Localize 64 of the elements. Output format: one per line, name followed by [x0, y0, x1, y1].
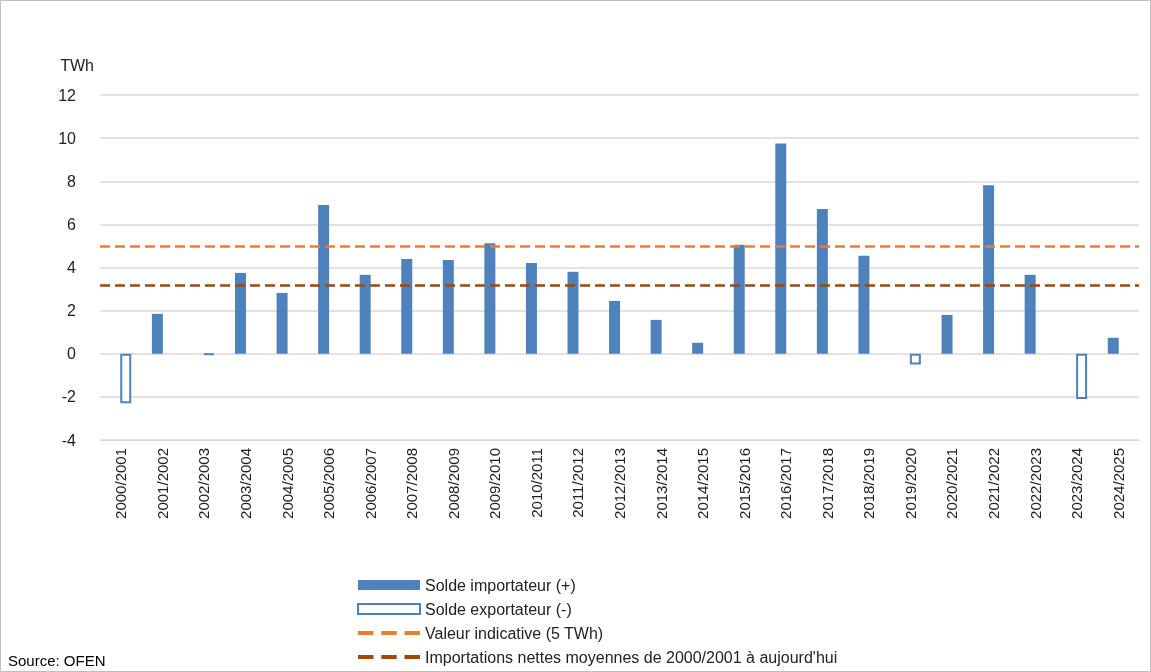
y-tick-label: -4	[61, 431, 77, 449]
x-tick-label: 2012/2013	[611, 448, 628, 519]
bar	[909, 353, 921, 365]
x-tick-label: 2015/2016	[735, 448, 753, 519]
x-tick-label: 2001/2002	[153, 448, 171, 519]
bar	[401, 258, 413, 354]
x-tick-label: 2018/2019	[860, 448, 878, 519]
y-tick-label: 8	[67, 172, 77, 190]
bar	[775, 143, 787, 354]
x-tick-label: 2005/2006	[320, 448, 338, 519]
x-tick-label: 2003/2004	[236, 448, 254, 519]
x-tick-label: 2010/2011	[527, 448, 545, 518]
y-tick-label: 4	[67, 259, 77, 276]
bar	[1076, 353, 1088, 400]
legend-label: Valeur indicative (5 TWh)	[425, 624, 604, 642]
x-tick-label: 2019/2020	[901, 448, 919, 519]
bar	[235, 272, 247, 354]
x-tick-label: 2011/2012	[569, 448, 587, 518]
y-tick-label: 10	[58, 129, 77, 147]
x-tick-label: 2017/2018	[818, 448, 836, 519]
bar	[609, 300, 621, 354]
x-tick-label: 2009/2010	[486, 448, 504, 519]
legend-label: Solde exportateur (-)	[425, 600, 572, 618]
bar	[941, 314, 953, 354]
y-tick-label: 6	[67, 215, 77, 233]
bar	[525, 262, 537, 354]
x-tick-label: 2006/2007	[361, 448, 379, 519]
bar	[858, 255, 870, 354]
bar	[692, 342, 704, 354]
y-axis-title: TWh	[60, 56, 94, 74]
bar	[816, 209, 828, 354]
bar	[318, 204, 330, 354]
bar	[484, 243, 496, 354]
legend-label: Importations nettes moyennes de 2000/2001 à aujourd'hui	[425, 648, 838, 666]
x-tick-label: 2002/2003	[195, 448, 213, 519]
x-tick-label: 2022/2023	[1026, 448, 1044, 519]
x-tick-label: 2020/2021	[943, 448, 961, 519]
bar	[1107, 337, 1119, 354]
x-tick-label: 2008/2009	[444, 448, 462, 519]
x-tick-label: 2004/2005	[278, 448, 296, 519]
x-tick-label: 2024/2025	[1109, 448, 1127, 519]
bar	[983, 185, 995, 354]
bar	[151, 313, 163, 354]
x-tick-label: 2023/2024	[1068, 448, 1086, 519]
x-tick-label: 2021/2022	[985, 448, 1003, 519]
y-tick-label: 2	[67, 302, 77, 320]
x-tick-label: 2013/2014	[652, 448, 670, 519]
bar	[276, 292, 288, 354]
bar	[567, 271, 579, 354]
y-tick-label: 12	[58, 86, 77, 104]
source-note: Source: OFEN	[8, 652, 106, 669]
bar	[650, 319, 662, 354]
bar	[733, 244, 745, 354]
x-tick-label: 2000/2001	[112, 448, 130, 519]
y-tick-label: 0	[67, 345, 77, 363]
y-tick-label: -2	[61, 388, 77, 406]
legend-label: Solde importateur (+)	[425, 576, 576, 594]
bar	[1024, 274, 1036, 354]
bar	[442, 259, 454, 354]
x-tick-label: 2007/2008	[403, 448, 421, 519]
bar	[120, 353, 132, 404]
x-tick-label: 2016/2017	[777, 448, 795, 519]
x-tick-label: 2014/2015	[694, 448, 712, 519]
bar	[359, 274, 371, 354]
